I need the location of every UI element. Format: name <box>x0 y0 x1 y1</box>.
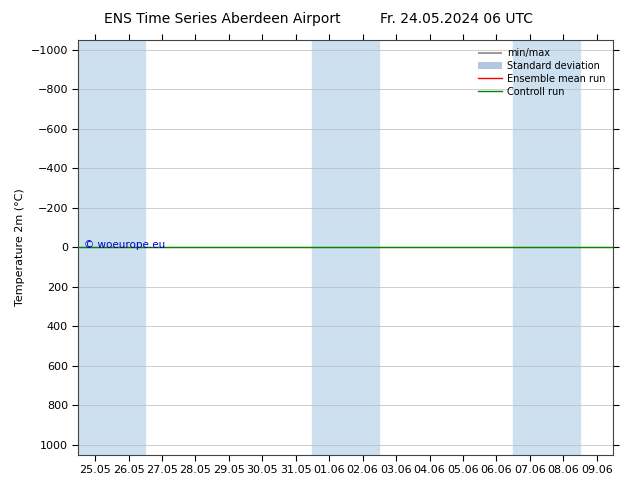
Text: ENS Time Series Aberdeen Airport: ENS Time Series Aberdeen Airport <box>103 12 340 26</box>
Text: © woeurope.eu: © woeurope.eu <box>84 240 165 250</box>
Bar <box>79 40 145 455</box>
Legend: min/max, Standard deviation, Ensemble mean run, Controll run: min/max, Standard deviation, Ensemble me… <box>475 45 609 99</box>
Bar <box>313 40 379 455</box>
Y-axis label: Temperature 2m (°C): Temperature 2m (°C) <box>15 189 25 306</box>
Bar <box>513 40 580 455</box>
Text: Fr. 24.05.2024 06 UTC: Fr. 24.05.2024 06 UTC <box>380 12 533 26</box>
